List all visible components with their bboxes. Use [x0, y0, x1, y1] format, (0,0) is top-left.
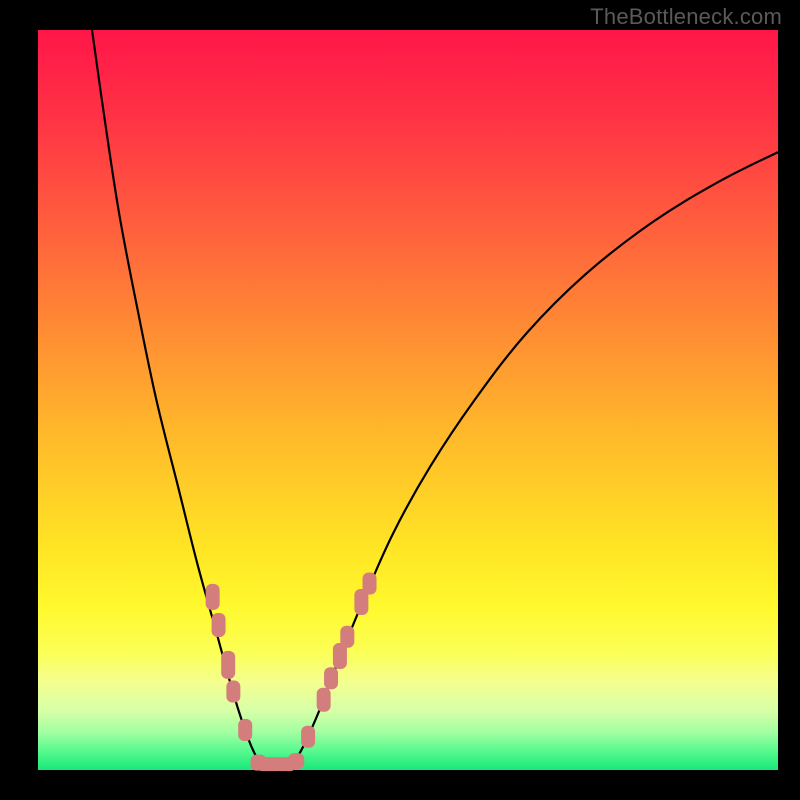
curve-marker [317, 688, 331, 712]
curve-marker [221, 651, 235, 679]
curve-marker [324, 667, 338, 689]
curve-marker [301, 726, 315, 748]
curve-marker [288, 753, 304, 769]
curve-marker [206, 584, 220, 610]
curve-marker [212, 613, 226, 637]
plot-area [38, 30, 778, 770]
curve-marker [363, 573, 377, 595]
curve-marker [226, 681, 240, 703]
curve-marker [340, 626, 354, 648]
curve-layer [38, 30, 778, 770]
curve-marker [238, 719, 252, 741]
watermark-text: TheBottleneck.com [590, 4, 782, 30]
marker-group [206, 573, 377, 772]
v-curve-path [92, 30, 778, 764]
